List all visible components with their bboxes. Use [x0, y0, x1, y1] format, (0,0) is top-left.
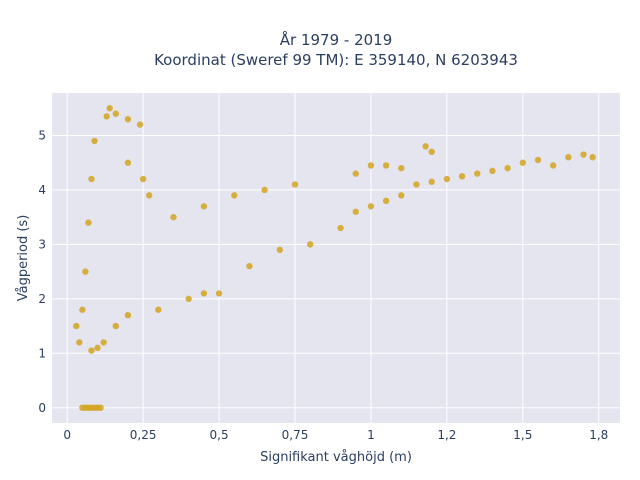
data-point — [185, 295, 192, 303]
data-point — [246, 262, 253, 270]
data-point — [215, 290, 223, 297]
data-point — [458, 173, 466, 180]
data-point — [124, 311, 132, 319]
data-point — [428, 148, 435, 156]
y-tick-label: 2 — [38, 292, 46, 306]
data-point — [79, 306, 86, 313]
data-point — [382, 197, 390, 205]
data-point — [276, 246, 284, 254]
data-point — [139, 175, 147, 183]
data-point — [382, 162, 390, 169]
x-tick-label: 0 — [63, 428, 71, 442]
data-point — [504, 164, 511, 172]
y-tick-label: 1 — [38, 346, 46, 360]
x-tick-label: 1,2 — [437, 428, 456, 442]
data-point — [170, 213, 177, 221]
data-point — [443, 175, 451, 183]
chart-title-line2: Koordinat (Sweref 99 TM): E 359140, N 62… — [154, 51, 518, 69]
data-point — [306, 241, 314, 248]
data-point — [580, 151, 587, 158]
data-point — [82, 268, 89, 275]
data-point — [103, 113, 110, 120]
data-point — [352, 170, 359, 177]
y-tick-label: 4 — [38, 183, 46, 197]
data-point — [565, 154, 572, 161]
data-point — [145, 192, 153, 199]
data-point — [428, 178, 435, 185]
x-tick-label: 0,25 — [130, 428, 157, 442]
data-point — [73, 322, 80, 330]
data-point — [589, 154, 596, 161]
data-point — [200, 290, 208, 297]
data-point — [519, 159, 527, 166]
data-point — [97, 404, 104, 411]
y-tick-labels: 0 1 2 3 4 5 — [38, 128, 46, 414]
data-point — [474, 170, 481, 177]
x-tick-label: 1,8 — [589, 428, 608, 442]
data-point — [534, 156, 542, 164]
data-points — [73, 105, 596, 411]
y-tick-label: 5 — [38, 128, 46, 142]
data-point — [94, 344, 101, 352]
data-point — [112, 322, 119, 330]
x-tick-label: 0,75 — [282, 428, 309, 442]
grid-lines — [52, 93, 620, 423]
x-tick-label: 1 — [367, 428, 375, 442]
y-tick-label: 3 — [38, 237, 46, 251]
x-tick-label: 1,5 — [513, 428, 532, 442]
data-point — [112, 110, 119, 117]
data-point — [549, 162, 557, 169]
data-point — [155, 306, 162, 313]
data-point — [76, 339, 83, 346]
data-point — [413, 181, 420, 188]
y-axis-label: Vågperiod (s) — [16, 215, 31, 302]
data-point — [367, 203, 375, 210]
data-point — [367, 162, 375, 169]
data-point — [88, 175, 95, 183]
data-point — [398, 192, 405, 199]
plot-background — [52, 93, 620, 423]
data-point — [261, 186, 268, 194]
data-point — [85, 219, 92, 226]
data-point — [489, 167, 496, 175]
data-point — [124, 159, 132, 166]
data-point — [352, 208, 359, 215]
x-axis-label: Signifikant våghöjd (m) — [260, 450, 412, 465]
data-point — [100, 339, 107, 346]
data-point — [398, 164, 405, 172]
data-point — [291, 181, 299, 188]
data-point — [106, 105, 113, 112]
data-point — [124, 115, 132, 123]
chart-title-line1: År 1979 - 2019 — [280, 30, 393, 49]
data-point — [136, 121, 144, 128]
data-point — [231, 192, 238, 199]
x-tick-label: 0,5 — [210, 428, 229, 442]
y-tick-label: 0 — [38, 401, 46, 415]
x-tick-labels: 0 0,25 0,5 0,75 1 1,2 1,5 1,8 — [63, 428, 608, 442]
data-point — [422, 143, 429, 150]
data-point — [91, 137, 98, 145]
data-point — [337, 224, 344, 232]
data-point — [88, 347, 95, 354]
data-point — [200, 203, 208, 210]
